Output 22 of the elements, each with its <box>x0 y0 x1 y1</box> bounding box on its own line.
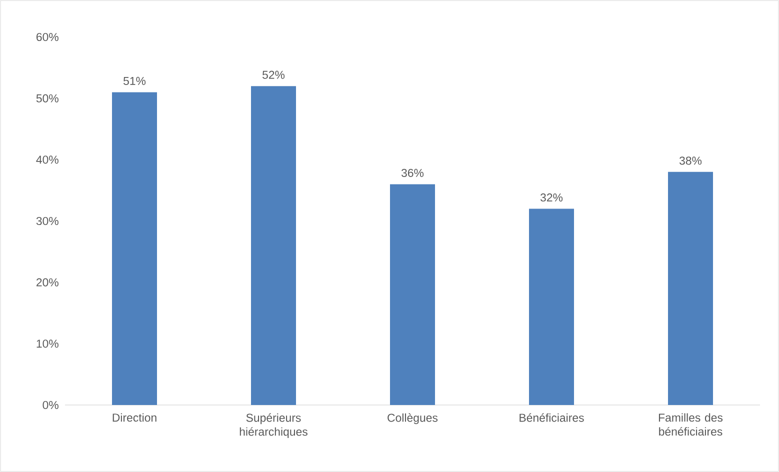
x-tick-label: Bénéficiaires <box>520 413 584 422</box>
bar <box>529 208 574 405</box>
data-label: 52% <box>262 70 285 79</box>
bar <box>112 92 157 405</box>
y-tick-label: 20% <box>36 278 58 286</box>
y-tick-label: 60% <box>36 32 58 42</box>
y-tick-label: 0% <box>42 400 58 410</box>
bar <box>668 172 714 405</box>
bar <box>390 184 436 405</box>
data-label: 51% <box>123 76 146 85</box>
y-tick-label: 30% <box>36 216 58 226</box>
data-label: 32% <box>540 193 563 202</box>
data-label: 38% <box>679 156 702 165</box>
bar <box>251 86 296 405</box>
y-tick-label: 10% <box>36 340 58 348</box>
y-tick-label: 50% <box>36 94 58 102</box>
x-tick-label: Supérieurs hiérarchiques <box>240 413 308 438</box>
data-label: 36% <box>401 168 424 177</box>
x-tick-label: Direction <box>112 413 156 422</box>
x-tick-label: Familles des bénéficiaires <box>658 413 723 436</box>
x-tick-label: Collègues <box>388 413 438 424</box>
y-tick-label: 40% <box>36 156 58 164</box>
